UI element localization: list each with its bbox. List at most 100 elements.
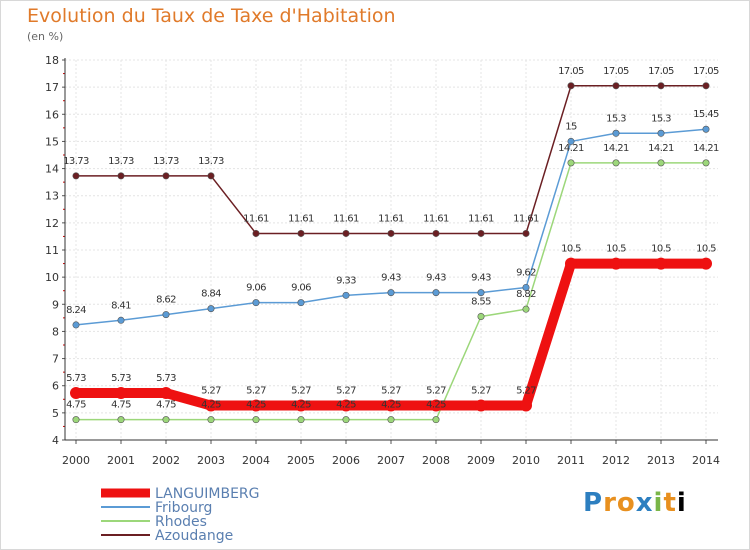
data-label: 5.27 xyxy=(426,386,446,397)
y-tick-label: 7 xyxy=(52,353,59,366)
data-point xyxy=(117,416,125,424)
data-label: 15.3 xyxy=(606,113,626,124)
data-point xyxy=(252,299,260,307)
x-tick-label: 2007 xyxy=(377,454,405,467)
data-point xyxy=(522,283,530,291)
data-label: 10.5 xyxy=(561,244,581,255)
x-tick-label: 2005 xyxy=(287,454,315,467)
data-label: 11.61 xyxy=(468,213,494,224)
data-point xyxy=(565,257,577,270)
data-label: 10.5 xyxy=(651,244,671,255)
data-label: 15.3 xyxy=(651,113,671,124)
data-label: 8.82 xyxy=(516,289,536,300)
x-tick-label: 2004 xyxy=(242,454,270,467)
data-label: 4.25 xyxy=(246,400,266,411)
data-label: 4.25 xyxy=(201,400,221,411)
data-label: 14.21 xyxy=(603,143,629,154)
data-label: 9.06 xyxy=(291,283,311,294)
grid xyxy=(65,59,718,441)
x-tick-label: 2000 xyxy=(62,454,90,467)
data-point xyxy=(567,137,575,145)
data-label: 10.5 xyxy=(696,244,716,255)
logo-letter: t xyxy=(663,488,677,518)
data-point xyxy=(340,399,352,412)
data-point xyxy=(72,172,80,180)
x-tick-label: 2002 xyxy=(152,454,180,467)
data-point xyxy=(207,305,215,313)
data-point xyxy=(342,416,350,424)
data-point xyxy=(432,229,440,237)
data-label: 5.73 xyxy=(111,373,131,384)
data-point xyxy=(702,125,710,133)
data-label: 13.73 xyxy=(63,156,89,167)
data-point xyxy=(117,172,125,180)
logo-letter: i xyxy=(676,488,687,518)
data-point xyxy=(522,305,530,313)
data-label: 17.05 xyxy=(603,66,629,77)
x-tick-label: 2014 xyxy=(692,454,720,467)
x-tick-label: 2013 xyxy=(647,454,675,467)
data-label: 9.43 xyxy=(471,273,491,284)
data-point xyxy=(252,416,260,424)
y-tick-label: 10 xyxy=(45,271,59,284)
x-tick-label: 2012 xyxy=(602,454,630,467)
data-label: 11.61 xyxy=(288,213,314,224)
y-tick-label: 5 xyxy=(52,407,59,420)
data-point xyxy=(702,82,710,90)
data-point xyxy=(610,257,622,270)
data-label: 5.73 xyxy=(66,373,86,384)
x-tick-label: 2008 xyxy=(422,454,450,467)
data-label: 8.84 xyxy=(201,289,221,300)
data-point xyxy=(567,82,575,90)
data-point xyxy=(162,311,170,319)
data-label: 5.27 xyxy=(201,386,221,397)
legend-label: Rhodes xyxy=(155,514,207,530)
data-point xyxy=(297,416,305,424)
legend-label: LANGUIMBERG xyxy=(155,486,260,502)
data-point xyxy=(70,387,82,400)
axes: 4 5 6 7 8 9 10 11 12 13 14 15 16 17 18 2000 2001 2002 2003… xyxy=(45,54,720,467)
data-point xyxy=(477,312,485,320)
data-point xyxy=(387,416,395,424)
x-tick-label: 2006 xyxy=(332,454,360,467)
data-label: 14.21 xyxy=(693,143,719,154)
data-point xyxy=(657,159,665,167)
data-label: 9.62 xyxy=(516,267,536,278)
data-label: 17.05 xyxy=(558,66,584,77)
y-tick-label: 16 xyxy=(45,108,59,121)
data-point xyxy=(162,416,170,424)
data-label: 13.73 xyxy=(153,156,179,167)
data-label: 8.41 xyxy=(111,300,131,311)
data-label: 4.25 xyxy=(336,400,356,411)
data-point xyxy=(162,172,170,180)
data-point xyxy=(655,257,667,270)
data-label: 10.5 xyxy=(606,244,626,255)
data-label: 14.21 xyxy=(648,143,674,154)
logo-letter: P xyxy=(583,488,604,518)
data-point xyxy=(522,229,530,237)
data-point xyxy=(475,399,487,412)
data-label: 11.61 xyxy=(243,213,269,224)
data-point xyxy=(700,257,712,270)
data-point xyxy=(612,82,620,90)
data-point xyxy=(117,316,125,324)
data-point xyxy=(657,129,665,137)
data-label: 15.45 xyxy=(693,109,719,120)
chart-subtitle: (en %) xyxy=(27,30,64,43)
data-label: 4.75 xyxy=(156,400,176,411)
data-label: 5.27 xyxy=(336,386,356,397)
data-point xyxy=(115,387,127,400)
data-point xyxy=(387,289,395,297)
chart-title: Evolution du Taux de Taxe d'Habitation xyxy=(27,5,396,27)
data-label: 5.27 xyxy=(246,386,266,397)
data-label: 8.24 xyxy=(66,305,86,316)
data-point xyxy=(477,289,485,297)
data-point xyxy=(612,129,620,137)
logo-letter: x xyxy=(635,488,654,518)
data-point xyxy=(432,289,440,297)
logo-letter: r xyxy=(603,488,617,518)
x-tick-label: 2011 xyxy=(557,454,585,467)
data-point xyxy=(207,416,215,424)
data-label: 11.61 xyxy=(513,213,539,224)
